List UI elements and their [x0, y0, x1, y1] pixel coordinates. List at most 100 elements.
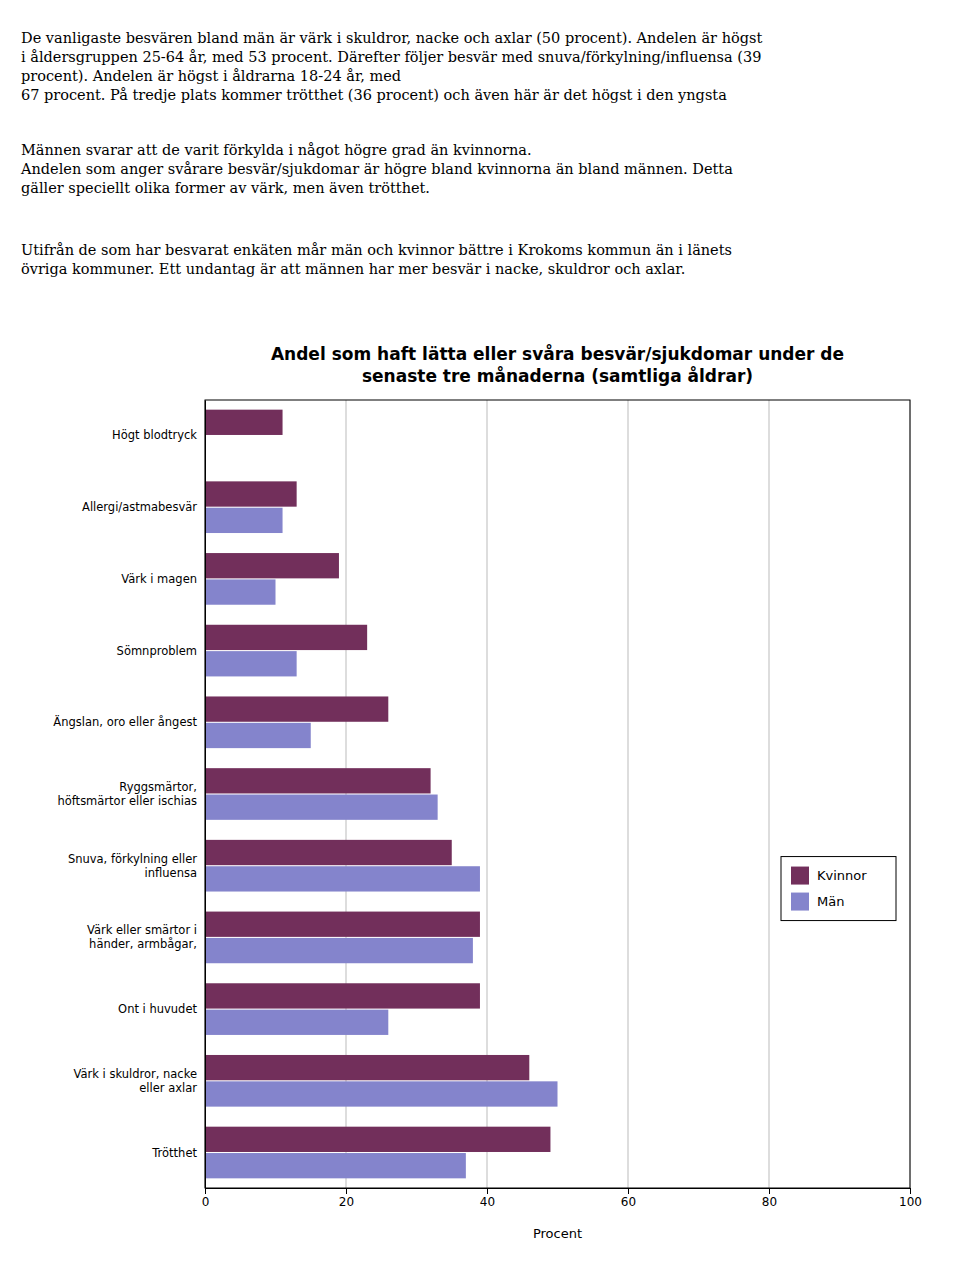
tick-label: Trötthet: [151, 1146, 197, 1160]
plot-frame: [205, 400, 910, 1188]
tick: Värk i magen: [121, 572, 197, 586]
paragraph-line: gäller speciellt olika former av värk, m…: [21, 180, 430, 196]
tick-mark: [769, 1188, 770, 1194]
bar: [205, 1055, 529, 1080]
tick-label-line: influensa: [145, 866, 197, 880]
tick-label-line: Värk eller smärtor i: [87, 923, 197, 937]
legend-label: Kvinnor: [817, 868, 867, 883]
bar: [205, 579, 276, 604]
bar: [205, 1010, 388, 1035]
bar-series: [205, 508, 558, 1179]
tick: Snuva, förkylning ellerinfluensa: [68, 852, 197, 880]
legend-item: Män: [791, 893, 844, 911]
bar: [205, 553, 339, 578]
tick-label: Sömnproblem: [117, 644, 197, 658]
tick-label: 60: [621, 1195, 636, 1209]
tick: Ryggsmärtor,höftsmärtor eller ischias: [57, 780, 197, 808]
paragraph-line: i åldersgruppen 25-64 år, med 53 procent…: [21, 49, 761, 65]
bar: [205, 1127, 550, 1152]
bar-series: [205, 410, 550, 1152]
tick: Ängslan, oro eller ångest: [53, 714, 197, 729]
tick: 0: [202, 1188, 210, 1209]
tick-label: Värk eller smärtor ihänder, armbågar,: [87, 923, 197, 951]
value-axis: 0 20 40 60 80 100: [202, 1188, 922, 1209]
tick-label-line: Snuva, förkylning eller: [68, 852, 197, 866]
tick-label: Ängslan, oro eller ångest: [53, 714, 197, 729]
bar: [205, 651, 297, 676]
paragraph-line: procent). Andelen är högst i åldrarna 18…: [21, 68, 401, 84]
bar: [205, 938, 473, 963]
tick: Sömnproblem: [117, 644, 197, 658]
tick-label: 40: [480, 1195, 495, 1209]
axis-line: [206, 1189, 911, 1195]
tick-label: 100: [899, 1195, 922, 1209]
tick: 80: [762, 1188, 777, 1209]
paragraph: Männen svarar att de varit förkylda i nå…: [20, 142, 733, 196]
title-line: senaste tre månaderna (samtliga åldrar): [362, 365, 753, 386]
tick: 20: [339, 1188, 354, 1209]
tick-label: 0: [202, 1195, 210, 1209]
tick-label: Ryggsmärtor,höftsmärtor eller ischias: [57, 780, 197, 808]
tick-label-line: Ängslan, oro eller ångest: [53, 714, 197, 729]
category-axis: Högt blodtryck Allergi/astmabesvär Värk i …: [53, 401, 205, 1189]
paragraph: Utifrån de som har besvarat enkäten mår …: [21, 242, 732, 277]
tick-label-line: Allergi/astmabesvär: [82, 500, 197, 514]
tick-label: Ont i huvudet: [118, 1002, 197, 1016]
bar: [205, 1153, 466, 1178]
legend-swatch: [791, 867, 809, 885]
tick: 100: [899, 1188, 922, 1209]
paragraph-line: 67 procent. På tredje plats kommer trött…: [21, 87, 727, 103]
legend-swatch: [791, 893, 809, 911]
tick-label: 80: [762, 1195, 777, 1209]
tick-label: Värk i magen: [121, 572, 197, 586]
tick-label-line: Sömnproblem: [117, 644, 197, 658]
tick: Allergi/astmabesvär: [82, 500, 197, 514]
bar: [205, 983, 480, 1008]
grid: [205, 400, 910, 1188]
grid-line: [628, 400, 629, 1188]
tick-mark: [487, 1188, 488, 1194]
tick-label: Värk i skuldror, nackeeller axlar: [73, 1067, 197, 1095]
tick: 40: [480, 1188, 495, 1209]
tick: 60: [621, 1188, 636, 1209]
bar: [205, 723, 311, 748]
bar: [205, 625, 367, 650]
bar: [205, 866, 480, 891]
tick-label-line: Värk i magen: [121, 572, 197, 586]
legend: Kvinnor Män: [781, 857, 896, 921]
tick-label-line: händer, armbågar,: [89, 937, 197, 951]
tick-label: Allergi/astmabesvär: [82, 500, 197, 514]
bar: [205, 696, 388, 721]
bar: [205, 1081, 558, 1106]
bar: [205, 912, 480, 937]
tick-mark: [628, 1188, 629, 1194]
tick-mark: [910, 1188, 911, 1194]
legend-item: Kvinnor: [791, 867, 867, 885]
paragraph-line: Andelen som anger svårare besvär/sjukdom…: [20, 161, 733, 177]
legend-box: [781, 857, 896, 921]
tick: Högt blodtryck: [112, 428, 197, 442]
tick-label-line: höftsmärtor eller ischias: [57, 794, 197, 808]
bar: [205, 795, 438, 820]
tick-label: Högt blodtryck: [112, 428, 197, 442]
page-svg: De vanligaste besvären bland män är värk…: [0, 0, 960, 1268]
tick-label-line: Trötthet: [151, 1146, 197, 1160]
bar: [205, 481, 297, 506]
tick-mark: [346, 1188, 347, 1194]
axis-title: Procent: [533, 1226, 582, 1241]
tick-label-line: Högt blodtryck: [112, 428, 197, 442]
title-line: Andel som haft lätta eller svåra besvär/…: [271, 343, 844, 364]
plot: 0 20 40 60 80 100 Högt blodtryck Allergi/astmab…: [53, 400, 922, 1209]
tick-label: Snuva, förkylning ellerinfluensa: [68, 852, 197, 880]
tick-label: 20: [339, 1195, 354, 1209]
bar: [205, 840, 452, 865]
tick-label-line: Ryggsmärtor,: [119, 780, 197, 794]
grid-line: [769, 400, 770, 1188]
bar: [205, 508, 283, 533]
tick: Värk eller smärtor ihänder, armbågar,: [87, 923, 197, 951]
paragraph-line: övriga kommuner. Ett undantag är att män…: [21, 261, 685, 277]
tick-label-line: Ont i huvudet: [118, 1002, 197, 1016]
tick-mark: [205, 1188, 206, 1194]
tick-label-line: Värk i skuldror, nacke: [73, 1067, 197, 1081]
tick: Trötthet: [151, 1146, 197, 1160]
